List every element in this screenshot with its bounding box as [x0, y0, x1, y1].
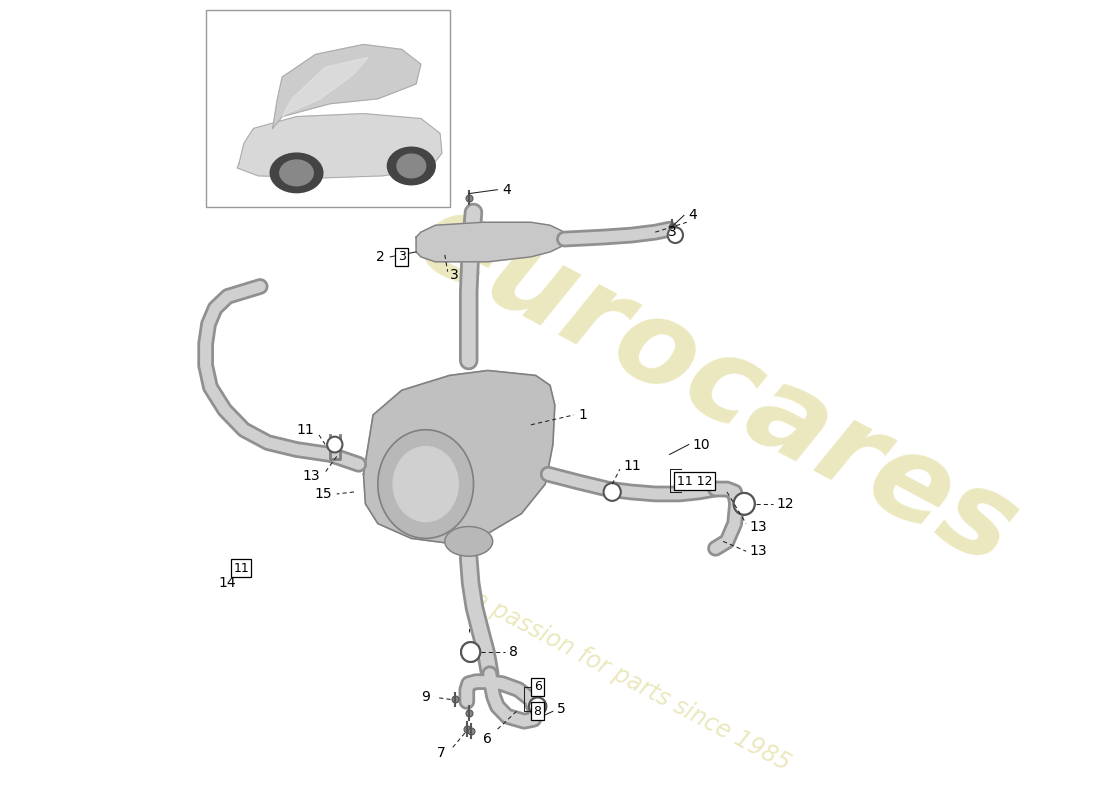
Polygon shape	[273, 45, 421, 129]
Text: 13: 13	[749, 519, 767, 534]
Ellipse shape	[461, 642, 481, 662]
Ellipse shape	[529, 698, 547, 715]
Ellipse shape	[393, 446, 459, 522]
Text: 11 12: 11 12	[676, 474, 712, 488]
Text: 11: 11	[233, 562, 249, 574]
Text: 1: 1	[579, 408, 587, 422]
Ellipse shape	[461, 642, 481, 662]
Text: 3: 3	[398, 250, 406, 263]
Text: 4: 4	[689, 208, 697, 222]
Bar	[206, 10, 450, 207]
Text: a passion for parts since 1985: a passion for parts since 1985	[469, 587, 794, 776]
Text: 8: 8	[534, 705, 541, 718]
Ellipse shape	[668, 227, 683, 243]
Polygon shape	[283, 58, 368, 117]
Ellipse shape	[279, 160, 313, 186]
Ellipse shape	[327, 437, 342, 453]
Text: 3: 3	[450, 268, 459, 282]
Text: 4: 4	[503, 182, 510, 197]
Polygon shape	[416, 222, 564, 262]
Text: 6: 6	[534, 680, 541, 693]
Text: 11: 11	[296, 422, 314, 437]
Text: 3: 3	[668, 225, 676, 239]
Text: 9: 9	[421, 690, 430, 705]
Ellipse shape	[529, 698, 547, 715]
Ellipse shape	[377, 430, 473, 538]
Text: 2: 2	[376, 250, 385, 264]
Ellipse shape	[444, 526, 493, 556]
Text: 7: 7	[437, 746, 446, 760]
Ellipse shape	[734, 493, 755, 514]
Text: 8: 8	[509, 645, 518, 659]
Ellipse shape	[604, 483, 620, 501]
Text: 5: 5	[557, 702, 565, 716]
Text: 6: 6	[483, 732, 493, 746]
Text: 12: 12	[777, 497, 794, 511]
Text: 11: 11	[624, 459, 641, 474]
Ellipse shape	[387, 147, 436, 185]
Text: eurocares: eurocares	[398, 179, 1036, 591]
Ellipse shape	[271, 153, 322, 193]
Text: 15: 15	[315, 487, 332, 501]
Ellipse shape	[734, 493, 755, 514]
Polygon shape	[363, 370, 554, 543]
Text: 13: 13	[749, 544, 767, 558]
Text: 14: 14	[219, 576, 236, 590]
Text: 13: 13	[302, 469, 320, 483]
Polygon shape	[238, 114, 442, 178]
Ellipse shape	[397, 154, 426, 178]
Text: 10: 10	[693, 438, 711, 451]
